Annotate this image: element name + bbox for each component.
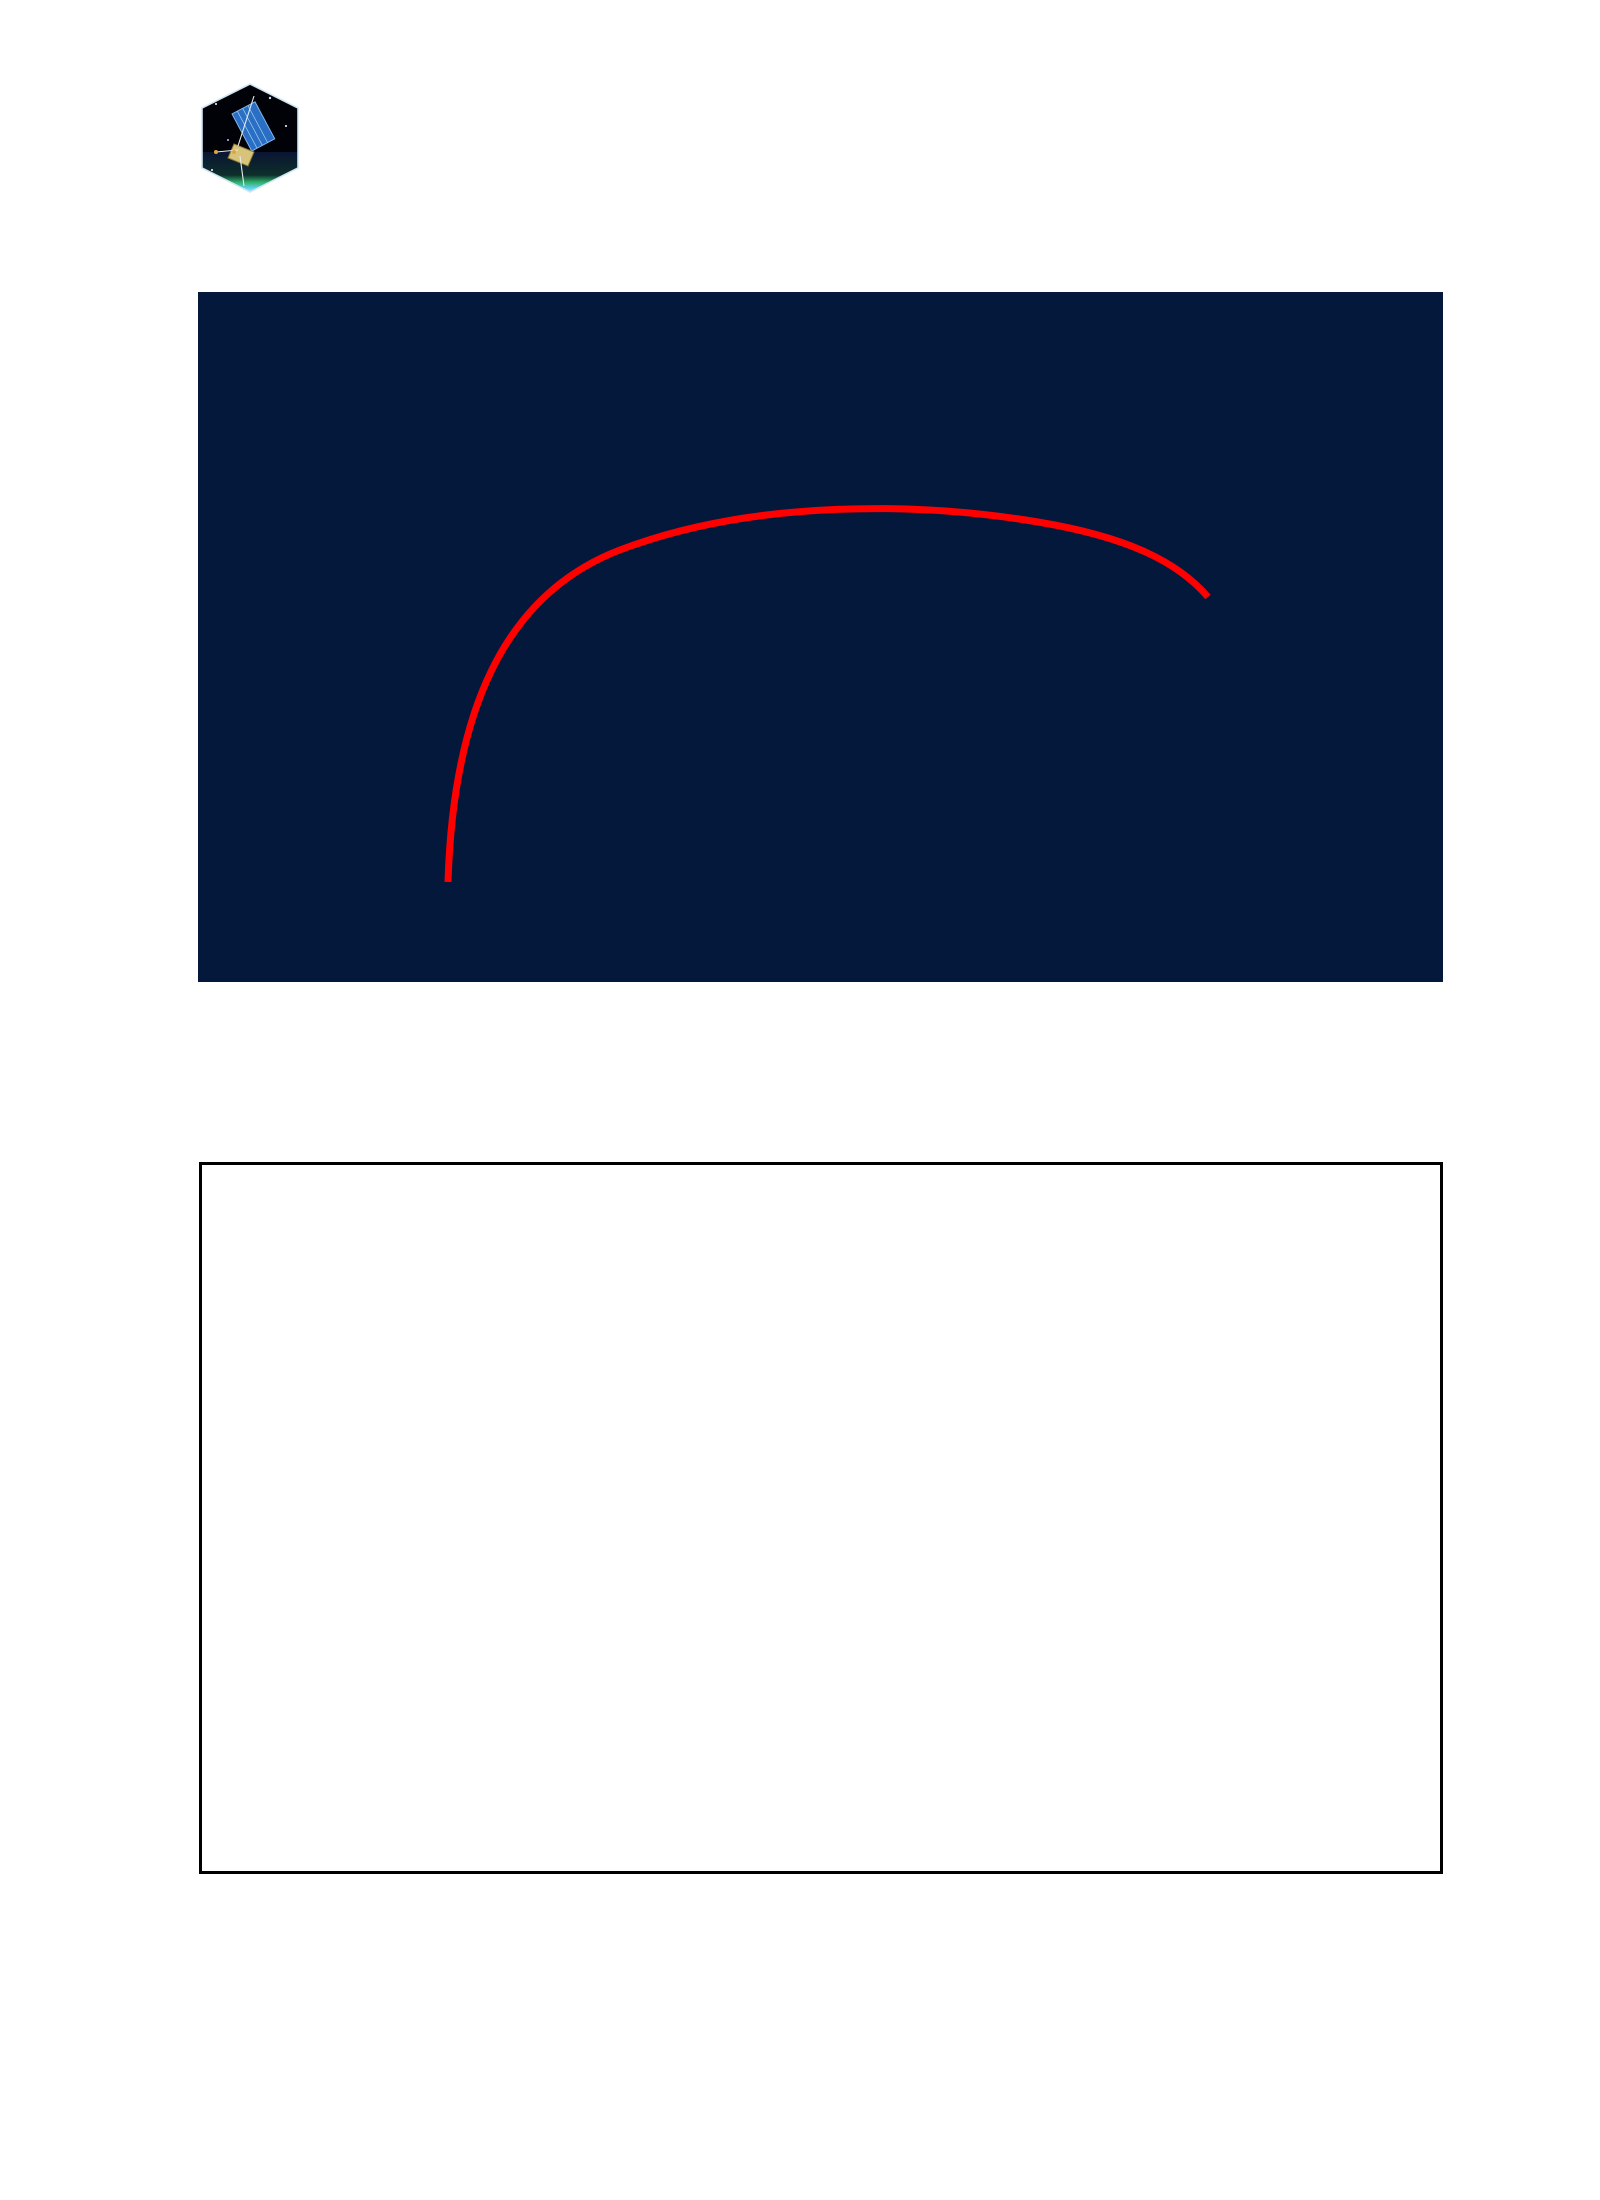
x-axis-ticks xyxy=(199,1874,1443,1888)
plot-data-markers xyxy=(202,1165,1440,1871)
world-map-ground-track xyxy=(198,292,1443,982)
satellite-ground-track xyxy=(444,505,1211,883)
ground-track-overlay xyxy=(444,505,1211,883)
world-map-image xyxy=(198,292,1443,982)
cer-current-plot xyxy=(199,1162,1443,1874)
cassiope-epop-logo xyxy=(198,82,302,194)
y-axis-ticks xyxy=(20,1162,190,1874)
page-header xyxy=(0,0,1600,270)
esa-logo xyxy=(1160,118,1450,203)
